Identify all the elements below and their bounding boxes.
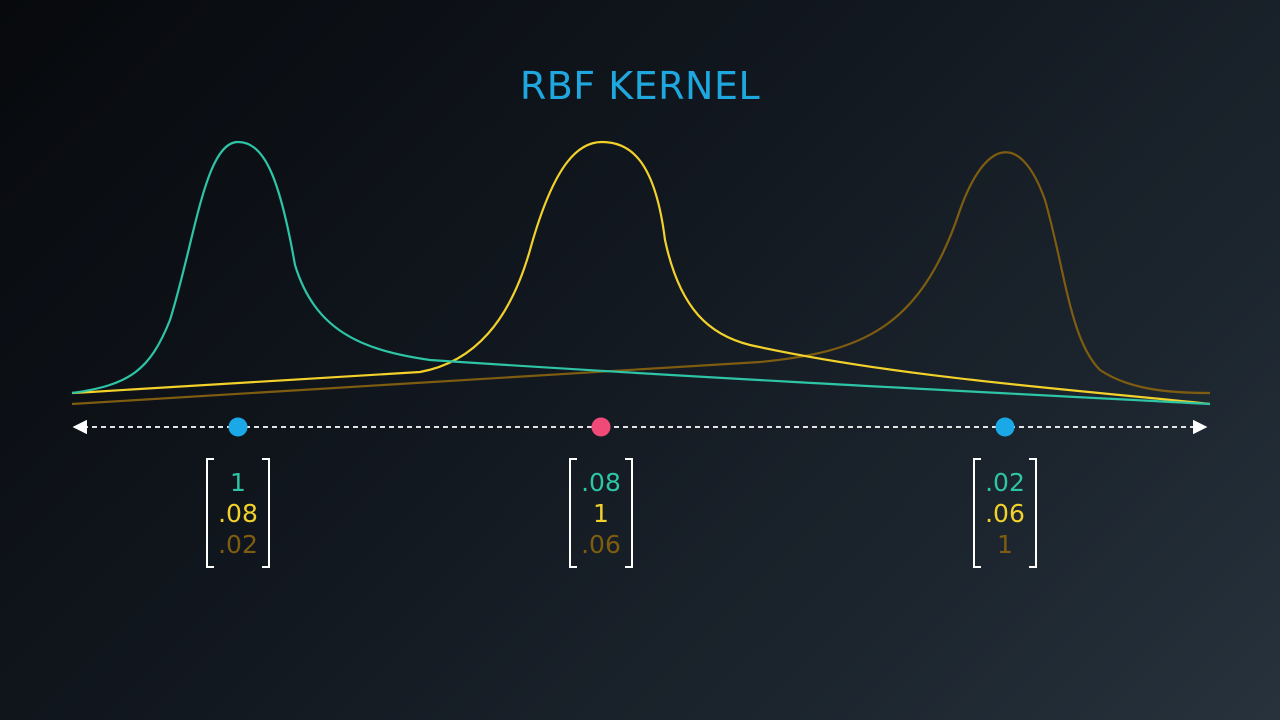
feature-vector-3: .02 .06 1: [973, 458, 1037, 568]
vector-1-value-3: .02: [218, 529, 258, 559]
vector-1-value-1: 1: [230, 467, 246, 497]
feature-vector-1: 1 .08 .02: [206, 458, 270, 568]
data-point-2: [591, 417, 611, 437]
kernel-curve-2: [71, 140, 1211, 406]
kernel-curve-3: [71, 151, 1211, 406]
bracket-left: [569, 458, 577, 568]
vector-3-value-3: 1: [997, 529, 1013, 559]
vector-2-value-2: 1: [593, 498, 609, 528]
vector-3-value-1: .02: [985, 467, 1025, 497]
vector-1-value-2: .08: [218, 498, 258, 528]
bracket-right: [1029, 458, 1037, 568]
bracket-right: [625, 458, 633, 568]
vector-3-value-2: .06: [985, 498, 1025, 528]
feature-vector-2: .08 1 .06: [569, 458, 633, 568]
kernel-curve-1: [71, 140, 1211, 406]
data-point-3: [995, 417, 1015, 437]
vector-2-value-1: .08: [581, 467, 621, 497]
bracket-right: [262, 458, 270, 568]
vector-2-value-3: .06: [581, 529, 621, 559]
diagram-title: RBF KERNEL: [519, 64, 761, 108]
bracket-left: [973, 458, 981, 568]
bracket-left: [206, 458, 214, 568]
data-point-1: [228, 417, 248, 437]
